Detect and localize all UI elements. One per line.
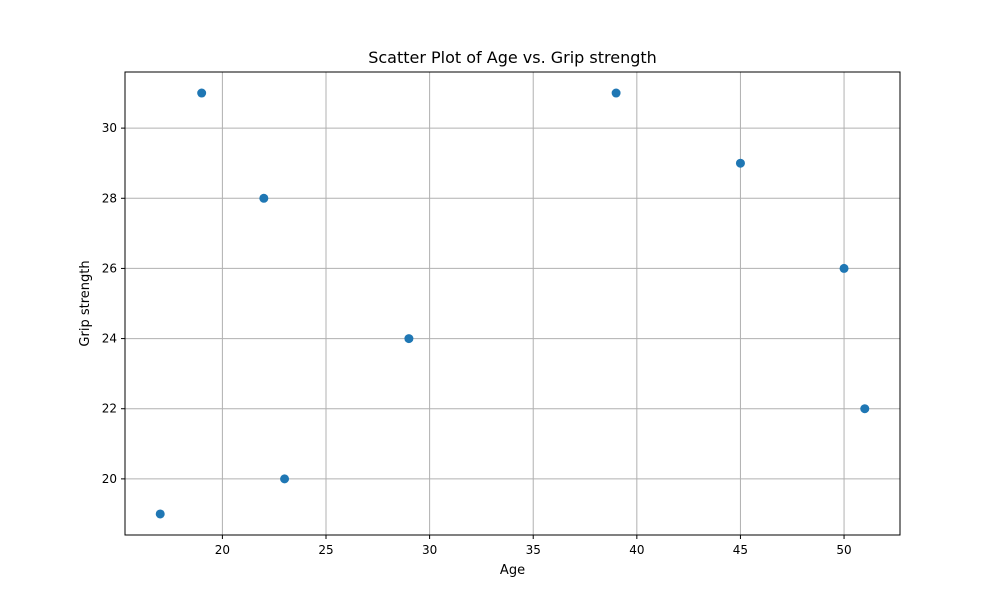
x-tick-label: 45	[733, 543, 748, 557]
grid-lines	[125, 72, 900, 535]
x-tick-label: 35	[526, 543, 541, 557]
x-tick-label: 30	[422, 543, 437, 557]
scatter-point	[197, 88, 207, 98]
scatter-point	[735, 158, 745, 168]
plot-area-frame	[124, 71, 901, 536]
scatter-point	[155, 509, 165, 519]
x-tick-label: 20	[215, 543, 230, 557]
x-tick-label: 25	[318, 543, 333, 557]
chart-title: Scatter Plot of Age vs. Grip strength	[368, 48, 657, 67]
scatter-point	[404, 334, 414, 344]
x-tick-label: 50	[836, 543, 851, 557]
scatter-point	[611, 88, 621, 98]
x-tick-label: 40	[629, 543, 644, 557]
y-tick-label: 26	[102, 261, 117, 275]
y-tick-label: 24	[102, 332, 117, 346]
y-tick-label: 28	[102, 191, 117, 205]
scatter-point	[839, 263, 849, 273]
y-tick-label: 20	[102, 472, 117, 486]
y-axis-label: Grip strength	[78, 260, 93, 346]
axis-ticks: 20 25 30 35 40 45 50 20 22 24 26 28 30	[102, 121, 852, 557]
scatter-point	[259, 193, 269, 203]
scatter-point	[860, 404, 870, 414]
y-tick-label: 22	[102, 402, 117, 416]
y-tick-label: 30	[102, 121, 117, 135]
x-axis-label: Age	[500, 563, 525, 578]
data-points	[155, 88, 870, 519]
scatter-point	[280, 474, 290, 484]
